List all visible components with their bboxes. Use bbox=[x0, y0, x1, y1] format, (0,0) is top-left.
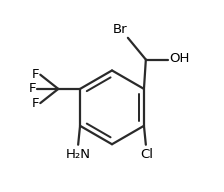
Text: F: F bbox=[32, 68, 40, 81]
Text: F: F bbox=[28, 82, 36, 95]
Text: Cl: Cl bbox=[140, 148, 153, 161]
Text: Br: Br bbox=[112, 22, 127, 36]
Text: H₂N: H₂N bbox=[66, 148, 91, 161]
Text: OH: OH bbox=[169, 52, 190, 65]
Text: F: F bbox=[32, 97, 40, 110]
